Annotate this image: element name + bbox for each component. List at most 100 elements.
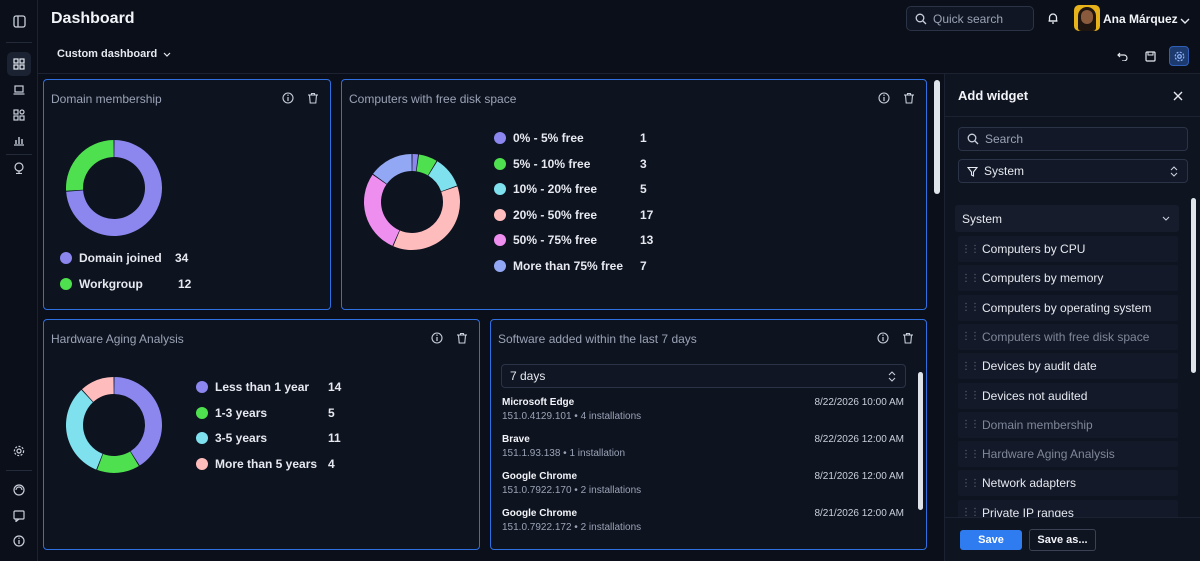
donut-slice[interactable] bbox=[393, 186, 460, 250]
drag-handle-icon[interactable]: ⋮⋮ bbox=[961, 243, 980, 255]
network-icon[interactable] bbox=[7, 156, 31, 180]
widget-item[interactable]: ⋮⋮ Computers by memory bbox=[958, 265, 1178, 292]
domain-membership-chart bbox=[66, 140, 162, 236]
legend-item: 20% - 50% free bbox=[494, 208, 597, 222]
time-range-select[interactable]: 7 days bbox=[501, 364, 906, 388]
donut-slice[interactable] bbox=[65, 389, 103, 470]
widget-group-system[interactable]: System bbox=[955, 205, 1179, 232]
dashboard-selector[interactable]: Custom dashboard bbox=[57, 48, 171, 60]
list-item[interactable]: Google Chrome 151.0.7922.170 • 2 installa… bbox=[502, 471, 904, 496]
card-title: Computers with free disk space bbox=[349, 92, 517, 106]
widget-item-label: Computers by operating system bbox=[982, 300, 1152, 315]
hardware-aging-card: Hardware Aging Analysis Less than 1 year… bbox=[43, 319, 480, 550]
widget-item[interactable]: ⋮⋮ Private IP ranges bbox=[958, 499, 1178, 517]
info-icon[interactable] bbox=[282, 92, 295, 105]
widget-item-label: Hardware Aging Analysis bbox=[982, 447, 1115, 462]
info-icon[interactable] bbox=[877, 332, 890, 345]
legend-item: 50% - 75% free bbox=[494, 233, 597, 247]
sidebar-toggle-icon[interactable] bbox=[7, 9, 31, 33]
apps-icon[interactable] bbox=[7, 103, 31, 127]
info-icon[interactable] bbox=[878, 92, 891, 105]
widget-item[interactable]: ⋮⋮ Computers with free disk space bbox=[958, 323, 1178, 350]
legend-item: 3-5 years bbox=[196, 431, 267, 445]
donut-slice[interactable] bbox=[412, 154, 419, 172]
widget-item-label: Domain membership bbox=[982, 417, 1093, 432]
settings-icon[interactable] bbox=[7, 439, 31, 463]
widget-item[interactable]: ⋮⋮ Hardware Aging Analysis bbox=[958, 441, 1178, 468]
drag-handle-icon[interactable]: ⋮⋮ bbox=[961, 331, 980, 343]
widget-item-label: Private IP ranges bbox=[982, 505, 1074, 517]
donut-slice[interactable] bbox=[97, 451, 139, 473]
widget-item[interactable]: ⋮⋮ Computers by operating system bbox=[958, 294, 1178, 321]
list-item[interactable]: Brave 151.1.93.138 • 1 installation 8/22/2… bbox=[502, 434, 904, 459]
user-name[interactable]: Ana Márquez bbox=[1103, 12, 1178, 26]
drag-handle-icon[interactable]: ⋮⋮ bbox=[961, 419, 980, 431]
save-dashboard-button[interactable] bbox=[1140, 46, 1160, 66]
donut-slice[interactable] bbox=[373, 154, 412, 184]
save-as-button[interactable]: Save as... bbox=[1029, 529, 1096, 551]
widget-search-input[interactable]: Search bbox=[958, 127, 1188, 151]
info-icon[interactable] bbox=[431, 332, 444, 345]
donut-slice[interactable] bbox=[66, 140, 114, 191]
software-name: Google Chrome bbox=[502, 508, 578, 519]
reports-icon[interactable] bbox=[7, 128, 31, 152]
donut-slice[interactable] bbox=[364, 174, 400, 246]
chevron-down-icon[interactable] bbox=[1180, 14, 1190, 28]
legend-value-text: 14 bbox=[328, 380, 342, 394]
dashboard-selector-label: Custom dashboard bbox=[57, 48, 158, 60]
support-icon[interactable] bbox=[7, 478, 31, 502]
donut-slice[interactable] bbox=[66, 140, 162, 236]
list-item[interactable]: Google Chrome 151.0.7922.172 • 2 installa… bbox=[502, 508, 904, 533]
legend-value: 34 bbox=[175, 251, 188, 265]
donut-slice[interactable] bbox=[82, 377, 114, 402]
widget-item[interactable]: ⋮⋮ Devices not audited bbox=[958, 382, 1178, 409]
computers-icon[interactable] bbox=[7, 78, 31, 102]
bell-icon[interactable] bbox=[1046, 11, 1060, 25]
widget-search-placeholder: Search bbox=[985, 132, 1024, 146]
widget-filter-select[interactable]: System bbox=[958, 159, 1188, 183]
close-icon[interactable] bbox=[1173, 90, 1183, 104]
drag-handle-icon[interactable]: ⋮⋮ bbox=[961, 477, 980, 489]
drag-handle-icon[interactable]: ⋮⋮ bbox=[961, 390, 980, 401]
drag-handle-icon[interactable]: ⋮⋮ bbox=[961, 360, 980, 372]
widget-item[interactable]: ⋮⋮ Devices by audit date bbox=[958, 353, 1178, 380]
donut-slice[interactable] bbox=[114, 377, 162, 466]
legend-label: More than 5 years bbox=[215, 456, 318, 471]
trash-icon[interactable] bbox=[456, 332, 469, 345]
legend-dot bbox=[494, 183, 506, 196]
trash-icon[interactable] bbox=[902, 332, 915, 345]
drag-handle-icon[interactable]: ⋮⋮ bbox=[961, 272, 980, 284]
donut-slice[interactable] bbox=[428, 161, 458, 192]
dashboard-scrollbar[interactable] bbox=[934, 80, 940, 194]
software-date: 8/21/2026 12:00 AM bbox=[814, 508, 904, 519]
trash-icon[interactable] bbox=[903, 92, 916, 105]
quick-search-input[interactable]: Quick search bbox=[906, 6, 1034, 31]
list-item[interactable]: Microsoft Edge 151.0.4129.101 • 4 install… bbox=[502, 397, 904, 422]
search-icon bbox=[967, 133, 979, 145]
widget-item[interactable]: ⋮⋮ Computers by CPU bbox=[958, 236, 1178, 262]
info-icon[interactable] bbox=[7, 529, 31, 553]
scrollbar[interactable] bbox=[1191, 198, 1196, 373]
legend-label: 20% - 50% free bbox=[513, 207, 598, 222]
legend-value: 17 bbox=[640, 208, 653, 222]
save-button[interactable]: Save bbox=[960, 530, 1022, 550]
legend-value-text: 5 bbox=[640, 182, 647, 197]
donut-slice[interactable] bbox=[416, 154, 437, 176]
legend-label: Less than 1 year bbox=[215, 380, 310, 394]
trash-icon[interactable] bbox=[307, 92, 320, 105]
scrollbar[interactable] bbox=[918, 372, 923, 510]
drag-handle-icon[interactable]: ⋮⋮ bbox=[961, 507, 980, 517]
drag-handle-icon[interactable]: ⋮⋮ bbox=[961, 302, 980, 314]
dashboard-icon[interactable] bbox=[7, 52, 31, 76]
legend-dot bbox=[494, 157, 506, 170]
edit-settings-button[interactable] bbox=[1169, 46, 1189, 66]
free-disk-space-chart bbox=[364, 154, 460, 250]
feedback-icon[interactable] bbox=[7, 504, 31, 528]
widget-item[interactable]: ⋮⋮ Network adapters bbox=[958, 470, 1178, 497]
software-date: 8/22/2026 12:00 AM bbox=[814, 434, 904, 445]
avatar[interactable] bbox=[1074, 5, 1100, 31]
widget-item[interactable]: ⋮⋮ Domain membership bbox=[958, 411, 1178, 438]
undo-button[interactable] bbox=[1112, 46, 1132, 66]
widget-group-label: System bbox=[962, 211, 1003, 226]
drag-handle-icon[interactable]: ⋮⋮ bbox=[961, 448, 980, 460]
